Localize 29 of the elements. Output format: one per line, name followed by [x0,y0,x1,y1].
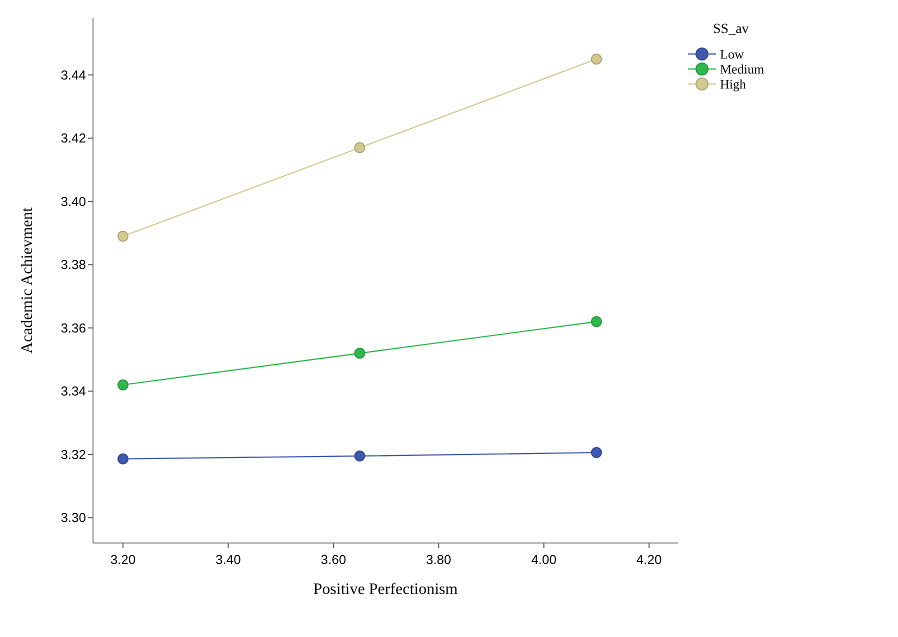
y-tick-label: 3.34 [60,384,86,399]
x-tick-label: 3.80 [426,552,452,567]
legend-title: SS_av [713,22,749,37]
x-tick-label: 3.20 [110,552,136,567]
x-tick-label: 3.40 [216,552,241,567]
point [590,447,602,458]
point [117,230,128,242]
legend-label: Medium [720,62,764,77]
point [590,54,602,65]
point [590,316,602,328]
x-tick-label: 4.20 [636,552,662,567]
legend-label: Low [720,46,744,62]
point [117,379,128,390]
point [354,348,366,359]
x-axis-title: Positive Perfectionism [313,581,458,598]
legend-label: High [720,76,746,92]
y-tick-label: 3.36 [60,320,86,336]
y-axis-title: Academic Achievment [19,206,36,354]
x-tick-label: 4.00 [531,552,557,567]
x-tick-label: 3.60 [320,552,346,567]
point [354,450,366,462]
y-tick-label: 3.40 [60,194,86,209]
y-tick-label: 3.42 [60,130,86,146]
y-tick-label: 3.32 [60,446,86,462]
y-tick-label: 3.38 [60,257,86,272]
point [354,142,366,154]
y-tick-label: 3.30 [60,510,86,526]
point [117,453,128,464]
y-tick-label: 3.44 [60,67,86,82]
